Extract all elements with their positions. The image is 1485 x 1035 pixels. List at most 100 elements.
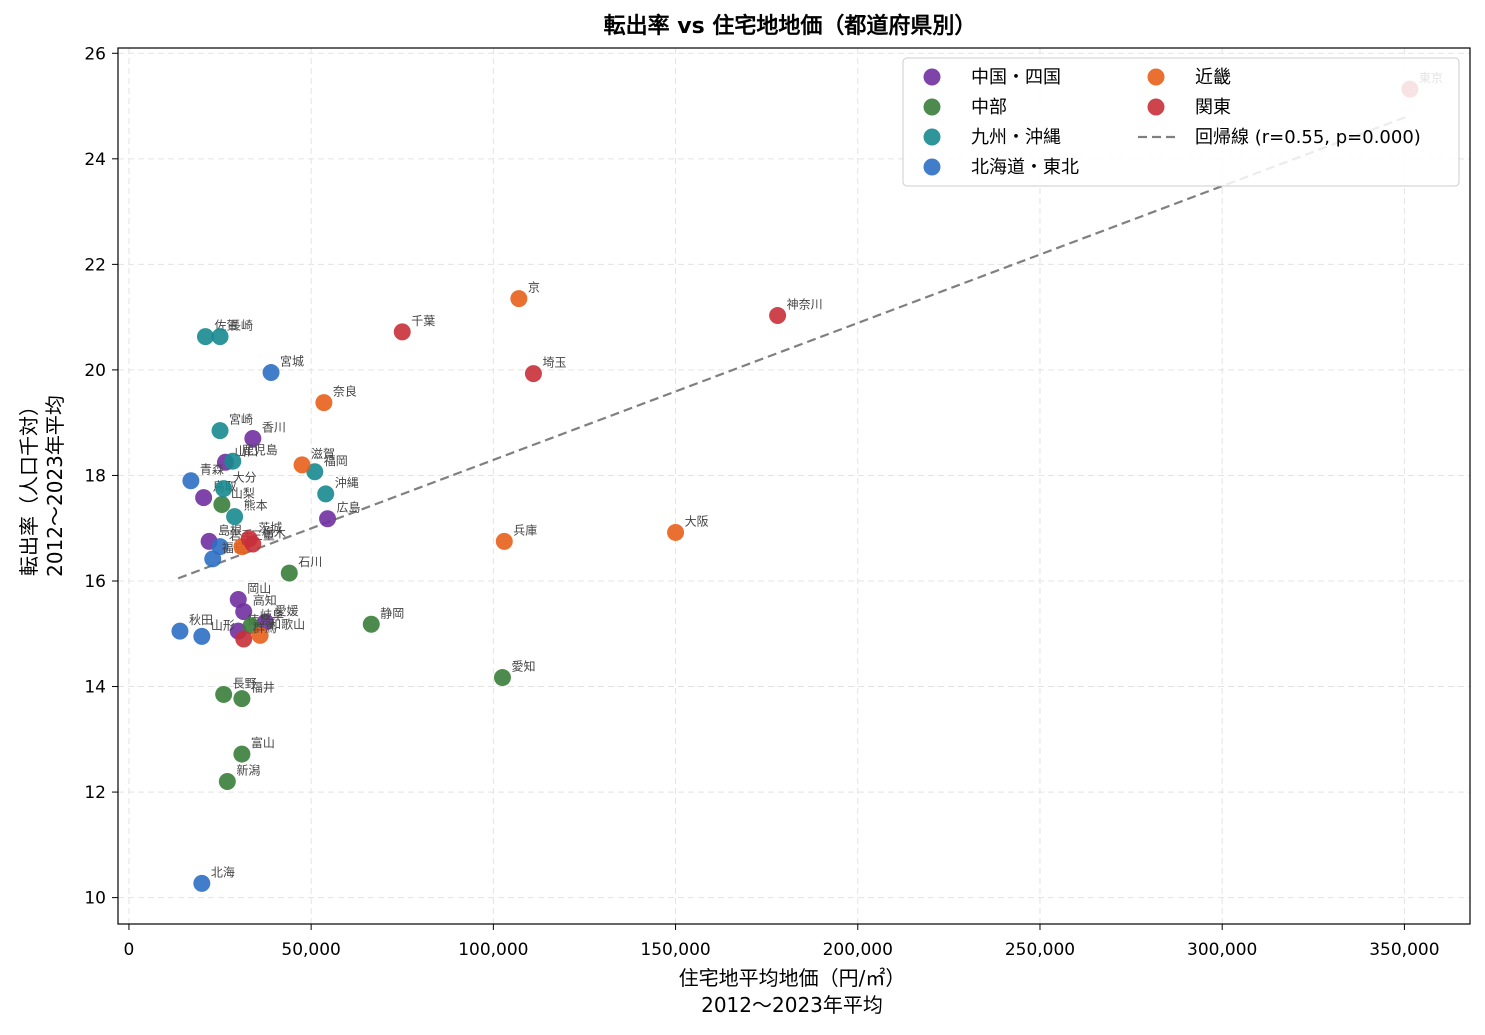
x-tick-label: 100,000 [458, 940, 528, 960]
y-tick-label: 18 [84, 466, 106, 486]
regression-line [177, 114, 1411, 580]
data-point-label: 青森 [200, 462, 224, 477]
legend-box [902, 57, 1460, 187]
data-point-label: 愛媛 [275, 604, 299, 618]
x-tick-label: 350,000 [1369, 940, 1439, 960]
data-point-label: 沖縄 [335, 475, 359, 490]
grid-lines [118, 48, 1470, 924]
legend-entry: 中部 [971, 97, 1007, 118]
data-point-label: 高知 [253, 593, 277, 608]
x-axis-label-period: 2012〜2023年平均 [701, 993, 883, 1017]
data-point-label: 岐阜 [260, 608, 284, 622]
regression-line-group [177, 114, 1411, 580]
data-point-label: 和歌山 [269, 616, 305, 631]
data-point [769, 307, 787, 325]
data-point-label: 京 [528, 281, 540, 295]
x-tick-label: 0 [124, 940, 135, 960]
data-point [510, 290, 528, 308]
data-point [306, 463, 324, 481]
legend-entry: 近畿 [1195, 67, 1231, 88]
data-point [244, 535, 262, 553]
data-point-label: 埼玉 [542, 356, 566, 370]
legend-regression-entry: 回帰線 (r=0.55, p=0.000) [1195, 127, 1421, 148]
data-point-label: 大分 [233, 471, 257, 485]
y-axis-ticks: 10 12 14 16 18 20 22 24 26 [84, 44, 118, 909]
data-point-label: 茨城 [258, 521, 282, 535]
data-point [262, 364, 280, 382]
data-point [218, 773, 236, 791]
data-point [182, 472, 200, 490]
data-point-label: 石川 [298, 555, 322, 569]
data-point-label: 富山 [251, 735, 275, 750]
data-point-label: 長野 [233, 676, 257, 690]
data-point [233, 745, 251, 763]
y-tick-label: 22 [84, 255, 106, 275]
data-point-label: 福岡 [324, 453, 348, 468]
data-point [215, 685, 233, 703]
data-point [251, 626, 269, 644]
data-point-label: 神奈川 [787, 298, 823, 312]
legend-entry: 関東 [1195, 97, 1231, 118]
data-point-label: 広島 [337, 500, 361, 515]
data-point-label: 岡山 [247, 581, 271, 595]
data-point [193, 627, 211, 645]
data-point-label: 愛知 [511, 660, 535, 674]
data-point-label: 福井 [251, 680, 275, 695]
data-point [193, 874, 211, 892]
data-point-label: 山形 [211, 618, 235, 632]
data-point [362, 615, 380, 633]
data-point [317, 485, 335, 503]
data-point-label: 鹿児島 [242, 442, 278, 457]
data-point [171, 622, 189, 640]
x-axis-label: 住宅地平均地価（円/㎡） [679, 966, 906, 990]
data-point-label: 北海 [211, 864, 235, 879]
y-axis-label-period: 2012〜2023年平均 [43, 395, 67, 577]
plot-frame [117, 47, 1471, 925]
data-point [493, 669, 511, 687]
data-point-label: 秋田 [189, 613, 213, 627]
legend-entry: 中国・四国 [971, 67, 1061, 88]
data-point [211, 422, 229, 440]
data-point [196, 328, 214, 346]
data-point [233, 690, 251, 708]
data-point [257, 613, 275, 631]
data-point [293, 456, 311, 474]
data-point [215, 480, 233, 498]
y-tick-label: 12 [84, 783, 106, 803]
data-point-label: 島根 [218, 522, 242, 537]
data-point-label: 新潟 [236, 763, 260, 778]
data-point [524, 365, 542, 383]
data-point [393, 323, 411, 341]
data-point-label: 長崎 [229, 319, 253, 333]
data-point-label: 滋賀 [311, 447, 335, 461]
legend-marker [923, 98, 941, 116]
y-tick-label: 26 [84, 44, 106, 64]
data-point [235, 630, 253, 648]
legend-marker [923, 128, 941, 146]
data-point [211, 328, 229, 346]
data-point-label: 宮城 [280, 354, 304, 369]
data-point [195, 489, 213, 507]
data-point-label: 香川 [262, 421, 286, 435]
y-tick-label: 16 [84, 572, 106, 592]
data-points: 香川山口鳥取島根岡山高知愛媛徳島広島山梨石川静岡岐阜愛知長野福井富山新潟佐賀長崎… [171, 71, 1443, 892]
data-point [667, 523, 685, 541]
legend-marker [1147, 98, 1165, 116]
data-point [315, 394, 333, 412]
data-point-label: 奈良 [333, 384, 357, 399]
y-tick-label: 24 [84, 150, 106, 170]
data-point [235, 603, 253, 621]
x-tick-label: 250,000 [1005, 940, 1075, 960]
legend-marker [923, 158, 941, 176]
data-point [280, 564, 298, 582]
legend-entry: 北海道・東北 [971, 157, 1079, 178]
data-point-label: 宮崎 [229, 412, 253, 427]
data-point [224, 452, 242, 470]
legend-marker [1147, 68, 1165, 86]
data-point [213, 495, 231, 513]
data-point-label: 兵庫 [513, 523, 537, 537]
data-point [204, 550, 222, 568]
data-point-label: 山口 [235, 444, 259, 458]
legend-entry: 九州・沖縄 [971, 127, 1061, 148]
